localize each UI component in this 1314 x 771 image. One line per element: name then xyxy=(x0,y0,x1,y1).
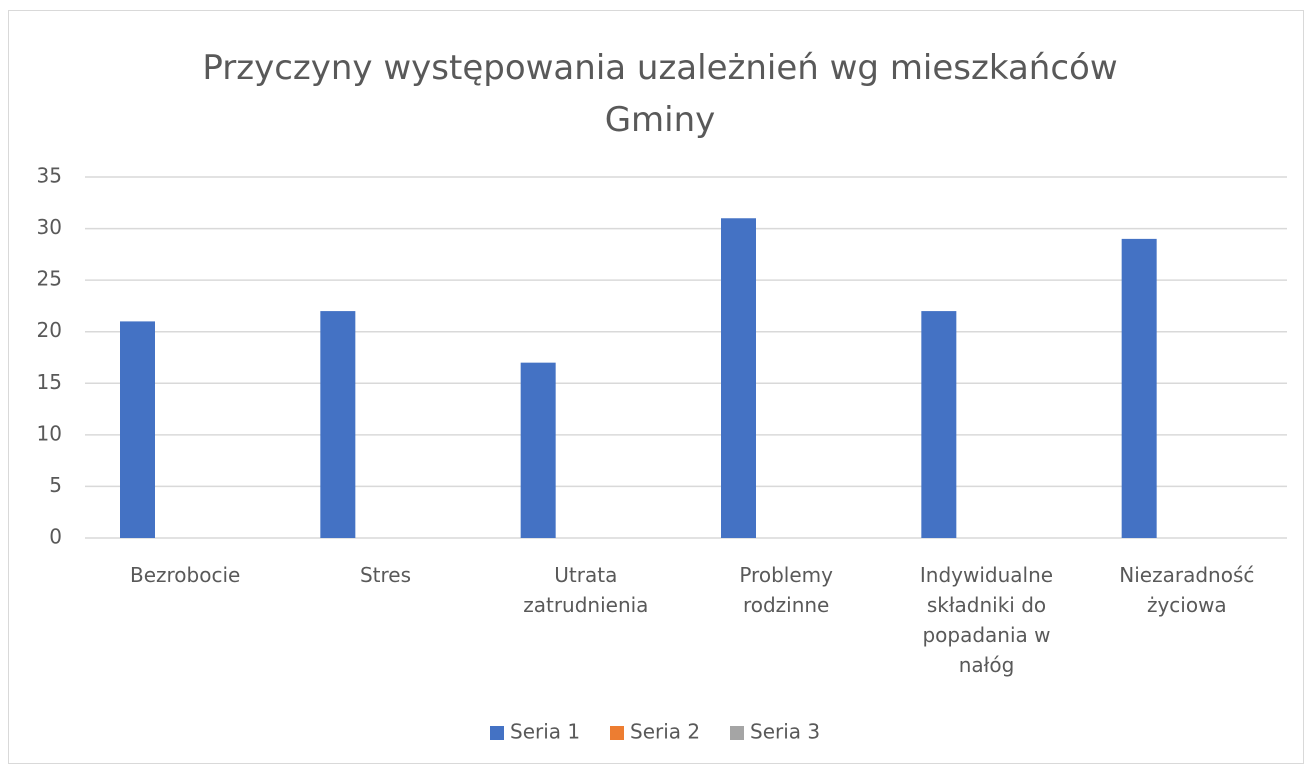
y-tick-label: 25 xyxy=(37,267,62,291)
chart-title: Przyczyny występowania uzależnień wg mie… xyxy=(202,48,1118,140)
y-tick-label: 20 xyxy=(37,318,62,342)
legend-swatch xyxy=(490,726,504,740)
y-tick-label: 30 xyxy=(37,215,62,239)
bar xyxy=(921,311,957,538)
legend-label: Seria 2 xyxy=(630,720,700,744)
legend-swatch xyxy=(610,726,624,740)
y-tick-label: 5 xyxy=(49,473,62,497)
bar xyxy=(320,311,356,538)
x-tick-label: Stres xyxy=(359,563,412,587)
legend-swatch xyxy=(730,726,744,740)
y-tick-label: 35 xyxy=(37,164,62,188)
bar xyxy=(520,362,556,538)
x-tick-label: Problemy rodzinne xyxy=(739,563,833,617)
y-tick-label: 10 xyxy=(37,421,62,445)
legend-label: Seria 3 xyxy=(750,720,820,744)
legend-label: Seria 1 xyxy=(510,720,580,744)
bar xyxy=(1121,238,1157,538)
x-tick-label: Utrata zatrudnienia xyxy=(523,563,649,617)
chart-frame xyxy=(8,10,1304,764)
bar xyxy=(120,321,155,538)
y-tick-label: 15 xyxy=(37,370,62,394)
bar xyxy=(721,218,756,538)
x-tick-label: Indywidualne składniki do popadania w na… xyxy=(919,563,1054,677)
y-tick-label: 0 xyxy=(49,525,62,549)
x-tick-label: Bezrobocie xyxy=(129,563,241,587)
x-tick-label: Niezaradność życiowa xyxy=(1119,563,1255,617)
